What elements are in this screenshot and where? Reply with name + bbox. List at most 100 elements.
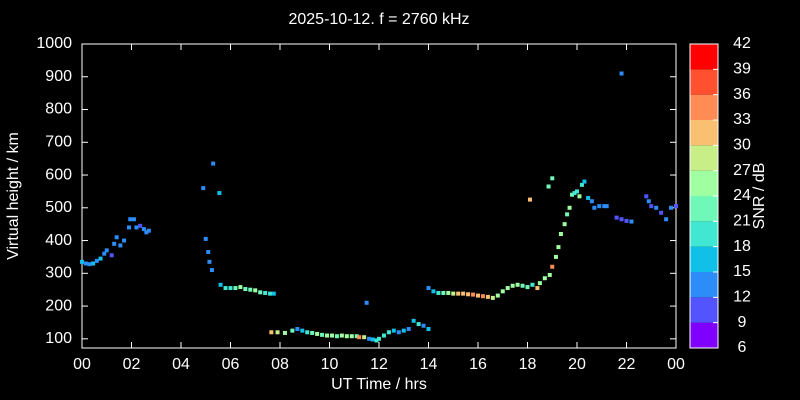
data-point xyxy=(624,218,629,223)
data-point xyxy=(582,179,587,184)
colorbar-band xyxy=(690,170,718,196)
data-point xyxy=(461,291,466,296)
data-point xyxy=(253,288,258,293)
colorbar-band xyxy=(690,145,718,171)
data-point xyxy=(146,228,151,233)
x-tick-label: 18 xyxy=(519,356,537,373)
data-point xyxy=(217,191,222,196)
data-point xyxy=(367,336,372,341)
data-point xyxy=(80,259,84,264)
y-tick-label: 900 xyxy=(45,68,72,85)
data-point xyxy=(411,318,416,323)
data-point xyxy=(547,272,552,277)
y-tick-label: 300 xyxy=(45,265,72,282)
data-point xyxy=(471,292,476,297)
data-point xyxy=(550,264,555,269)
data-point xyxy=(325,333,330,338)
data-point xyxy=(339,333,344,338)
data-point xyxy=(515,282,520,287)
data-point xyxy=(426,286,431,291)
x-tick-label: 20 xyxy=(568,356,586,373)
data-point xyxy=(334,334,339,339)
data-point xyxy=(577,194,582,199)
data-point xyxy=(510,283,515,288)
colorbar-tick-label: 15 xyxy=(733,263,751,280)
colorbar-band xyxy=(690,196,718,222)
colorbar-tick-label: 36 xyxy=(733,86,751,103)
data-point xyxy=(275,330,280,335)
data-point xyxy=(112,241,117,246)
colorbar-band xyxy=(690,297,718,323)
x-tick-label: 02 xyxy=(123,356,141,373)
data-point xyxy=(207,259,212,264)
colorbar-band xyxy=(690,94,718,120)
data-point xyxy=(354,334,359,339)
y-tick-label: 400 xyxy=(45,232,72,249)
data-point xyxy=(567,205,572,210)
data-point xyxy=(144,230,149,235)
data-point xyxy=(550,176,555,181)
data-point xyxy=(614,215,619,220)
data-point xyxy=(565,212,570,217)
data-point xyxy=(401,328,406,333)
data-point xyxy=(290,328,295,333)
data-point xyxy=(556,245,561,250)
data-point xyxy=(589,199,594,204)
data-point xyxy=(537,281,542,286)
data-point xyxy=(476,293,480,298)
data-point xyxy=(586,195,591,200)
colorbar-band xyxy=(690,44,718,70)
data-point xyxy=(456,291,461,296)
data-point xyxy=(243,287,248,292)
data-point xyxy=(602,204,607,209)
data-point xyxy=(664,217,669,222)
y-tick-label: 700 xyxy=(45,133,72,150)
y-tick-label: 800 xyxy=(45,101,72,118)
data-point xyxy=(271,291,276,296)
colorbar-tick-label: 42 xyxy=(733,35,751,52)
data-point xyxy=(203,236,208,241)
data-point xyxy=(370,337,375,342)
x-tick-label: 10 xyxy=(321,356,339,373)
data-point xyxy=(223,286,228,291)
data-point xyxy=(619,217,624,222)
data-point xyxy=(466,292,471,297)
data-point xyxy=(329,333,334,338)
data-point xyxy=(91,261,96,266)
data-point xyxy=(377,336,381,341)
data-point xyxy=(386,330,391,335)
data-point xyxy=(305,330,310,335)
data-point xyxy=(344,334,349,339)
data-point xyxy=(300,328,305,333)
colorbar-band xyxy=(690,69,718,95)
colorbar-label: SNR / dB xyxy=(751,163,768,230)
data-point xyxy=(102,251,107,256)
data-point xyxy=(480,294,485,299)
x-tick-label: 06 xyxy=(222,356,240,373)
colorbar-tick-label: 9 xyxy=(738,314,747,331)
data-point xyxy=(364,300,369,305)
data-point xyxy=(248,287,253,292)
colorbar-tick-label: 30 xyxy=(733,137,751,154)
data-point xyxy=(575,189,579,194)
data-point xyxy=(649,204,654,209)
data-point xyxy=(572,191,577,196)
data-point xyxy=(114,235,119,240)
x-tick-label: 14 xyxy=(420,356,438,373)
data-point xyxy=(646,199,651,204)
data-point xyxy=(436,290,441,295)
data-point xyxy=(128,217,133,222)
data-point xyxy=(134,225,139,230)
data-point xyxy=(579,182,584,187)
data-point xyxy=(391,328,396,333)
data-point xyxy=(562,222,567,227)
data-point xyxy=(553,254,558,259)
data-point xyxy=(131,217,136,222)
data-point xyxy=(654,205,659,210)
data-point xyxy=(206,250,211,255)
y-tick-label: 500 xyxy=(45,199,72,216)
colorbar-tick-label: 27 xyxy=(733,162,751,179)
colorbar-band xyxy=(690,272,718,298)
data-point xyxy=(431,289,436,294)
